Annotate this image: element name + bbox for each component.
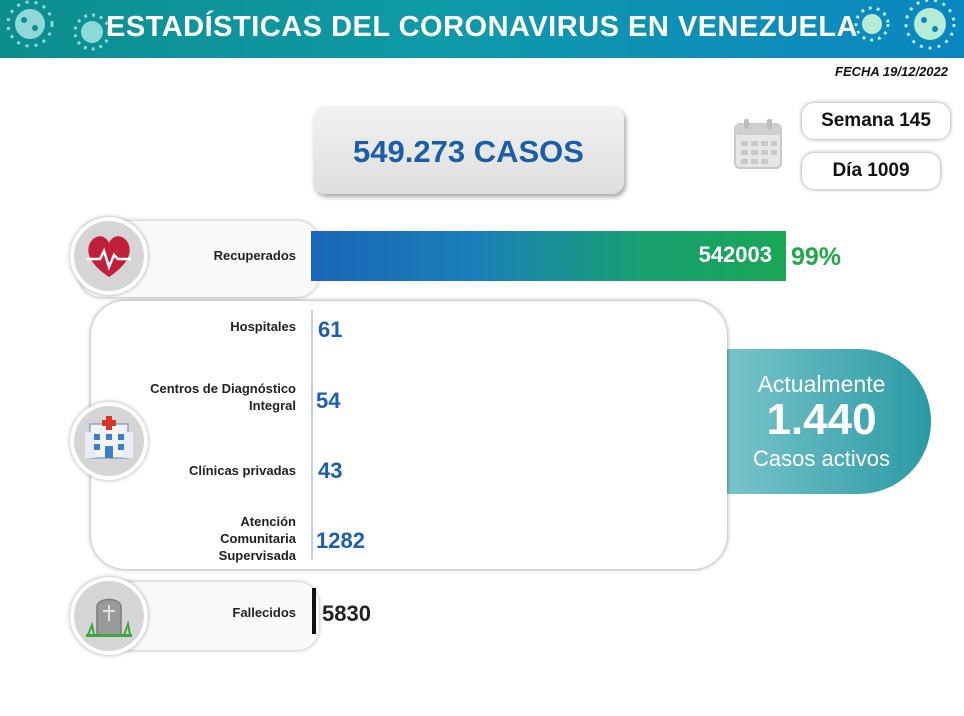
fallecidos-value: 5830 bbox=[322, 601, 371, 626]
recuperados-percent: 99% bbox=[791, 243, 842, 271]
virus-icon bbox=[73, 13, 111, 51]
active-breakdown-panel bbox=[91, 301, 727, 569]
breakdown-divider bbox=[311, 310, 313, 560]
fallecidos-label: Fallecidos bbox=[232, 605, 296, 620]
header-banner: ESTADÍSTICAS DEL CORONAVIRUS EN VENEZUEL… bbox=[0, 0, 964, 58]
active-cases-label: Casos activos bbox=[753, 446, 890, 471]
week-badge: Semana 145 bbox=[802, 103, 950, 139]
recuperados-value: 542003 bbox=[698, 242, 772, 267]
page-title: ESTADÍSTICAS DEL CORONAVIRUS EN VENEZUEL… bbox=[105, 11, 858, 43]
hospital-icon bbox=[85, 416, 133, 459]
breakdown-value-clinicas: 43 bbox=[318, 458, 343, 483]
breakdown-label-clinicas: Clínicas privadas bbox=[189, 463, 296, 478]
tombstone-icon bbox=[86, 598, 132, 637]
breakdown-label-acs: Atención Comunitaria Supervisada bbox=[218, 514, 296, 563]
active-cases-value: 1.440 bbox=[766, 395, 877, 444]
breakdown-label-hospitales: Hospitales bbox=[230, 319, 296, 334]
day-badge: Día 1009 bbox=[802, 153, 940, 189]
breakdown-value-hospitales: 61 bbox=[318, 317, 343, 342]
total-cases-box: 549.273 CASOS bbox=[313, 106, 624, 194]
virus-icon bbox=[904, 0, 956, 50]
report-date: FECHA 19/12/2022 bbox=[835, 64, 948, 79]
fallecidos-bar bbox=[312, 588, 316, 634]
breakdown-value-cdi: 54 bbox=[316, 388, 341, 413]
heart-pulse-icon bbox=[87, 236, 131, 277]
breakdown-label-cdi: Centros de Diagnóstico Integral bbox=[150, 381, 296, 413]
fallecidos-icon-circle bbox=[70, 577, 148, 655]
hospital-icon-circle bbox=[70, 402, 148, 480]
active-cases-caption: Actualmente bbox=[757, 371, 886, 397]
breakdown-value-acs: 1282 bbox=[316, 528, 365, 553]
calendar-icon bbox=[734, 119, 782, 169]
active-cases-panel: Actualmente 1.440 Casos activos bbox=[712, 349, 931, 494]
recuperados-icon-circle bbox=[70, 217, 148, 295]
recuperados-label: Recuperados bbox=[213, 248, 296, 263]
virus-icon bbox=[854, 6, 890, 42]
recuperados-bar: 542003 bbox=[311, 231, 786, 281]
virus-icon bbox=[6, 0, 54, 48]
total-cases: 549.273 CASOS bbox=[353, 134, 584, 169]
